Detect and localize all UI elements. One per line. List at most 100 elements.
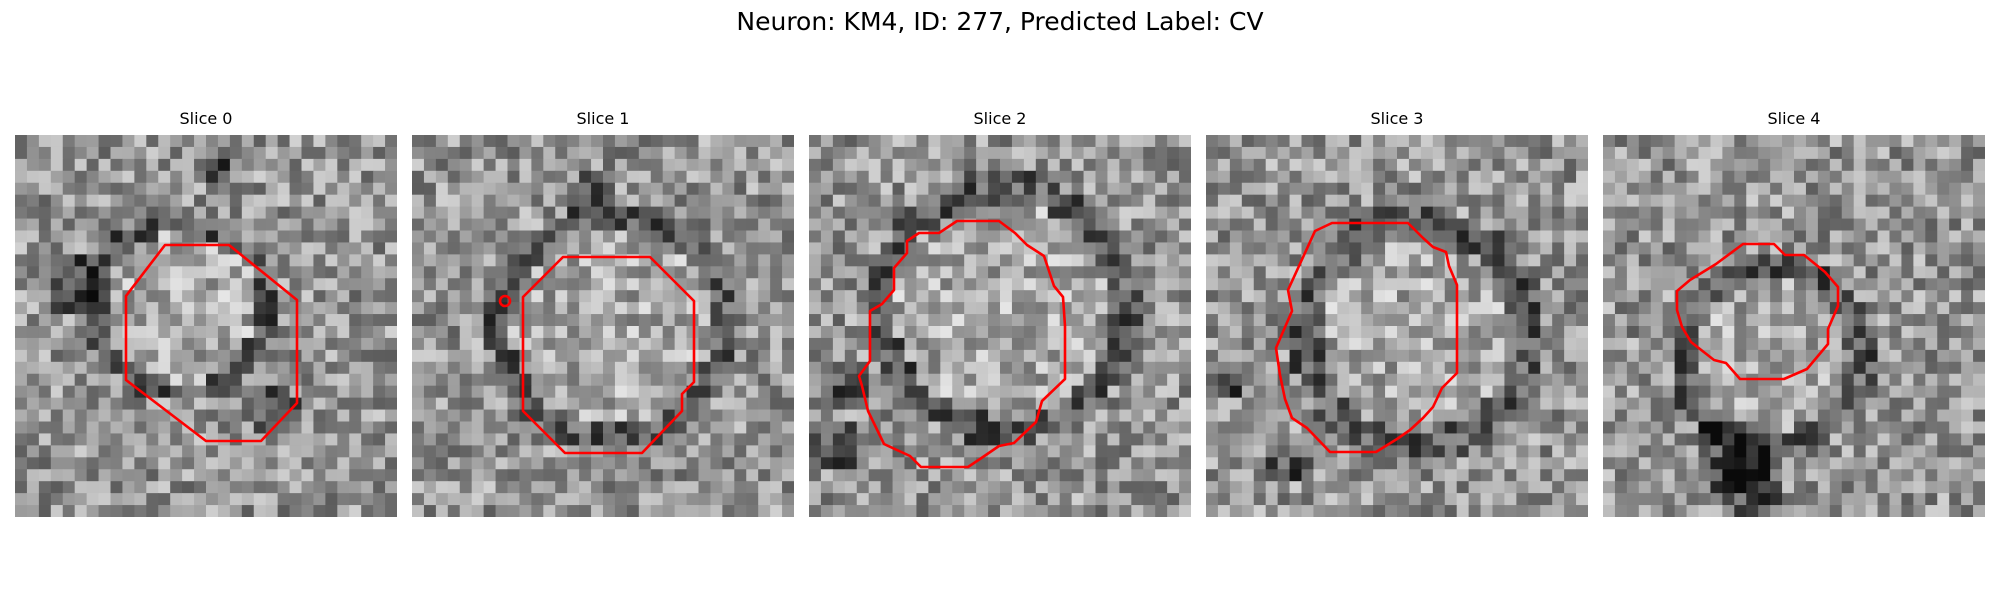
image-pixel — [265, 469, 279, 482]
image-pixel — [1229, 230, 1243, 243]
image-pixel — [758, 242, 771, 255]
image-pixel — [1229, 445, 1243, 458]
image-pixel — [1241, 266, 1255, 279]
image-pixel — [591, 385, 604, 399]
image-pixel — [1143, 421, 1156, 434]
image-pixel — [1650, 218, 1664, 231]
image-pixel — [1468, 182, 1481, 196]
image-pixel — [1444, 505, 1458, 517]
image-pixel — [1023, 194, 1037, 208]
image-pixel — [1289, 445, 1302, 458]
image-pixel — [1603, 314, 1616, 327]
image-pixel — [265, 385, 279, 399]
image-pixel — [579, 421, 592, 434]
image-pixel — [1794, 135, 1807, 148]
image-pixel — [74, 409, 88, 422]
image-pixel — [241, 194, 255, 208]
image-pixel — [1179, 326, 1191, 339]
image-pixel — [50, 385, 64, 399]
image-pixel — [1420, 218, 1434, 231]
image-pixel — [1770, 302, 1783, 315]
image-pixel — [1206, 469, 1219, 482]
image-pixel — [1734, 326, 1747, 339]
image-pixel — [412, 278, 425, 291]
image-pixel — [1626, 409, 1640, 422]
image-pixel — [662, 182, 676, 196]
image-pixel — [928, 135, 941, 148]
image-pixel — [206, 481, 219, 494]
image-pixel — [158, 373, 171, 387]
image-pixel — [650, 433, 664, 446]
image-pixel — [614, 397, 628, 410]
image-pixel — [1603, 242, 1616, 255]
image-pixel — [1241, 445, 1255, 458]
image-pixel — [1638, 349, 1652, 363]
image-pixel — [1468, 230, 1481, 243]
image-pixel — [1913, 254, 1926, 267]
image-pixel — [710, 194, 723, 208]
image-pixel — [217, 421, 231, 434]
image-pixel — [1734, 433, 1747, 446]
image-pixel — [1794, 278, 1807, 291]
image-pixel — [253, 445, 267, 458]
image-pixel — [194, 290, 207, 303]
image-pixel — [1961, 135, 1974, 148]
image-pixel — [38, 135, 52, 148]
image-pixel — [507, 326, 520, 339]
image-pixel — [253, 182, 267, 196]
image-pixel — [1841, 409, 1855, 422]
image-pixel — [1770, 170, 1783, 184]
image-pixel — [916, 206, 929, 219]
image-pixel — [543, 433, 556, 446]
image-pixel — [1662, 146, 1676, 160]
image-pixel — [591, 278, 604, 291]
image-pixel — [38, 373, 52, 387]
image-pixel — [928, 254, 941, 267]
image-pixel — [1698, 421, 1711, 434]
image-pixel — [782, 326, 794, 339]
image-pixel — [74, 385, 88, 399]
image-pixel — [1432, 326, 1446, 339]
image-pixel — [182, 409, 195, 422]
image-pixel — [531, 242, 544, 255]
image-pixel — [423, 135, 437, 148]
image-pixel — [146, 135, 159, 148]
image-pixel — [674, 206, 687, 219]
image-pixel — [170, 385, 183, 399]
image-pixel — [265, 433, 279, 446]
image-pixel — [483, 194, 496, 208]
image-pixel — [229, 493, 243, 506]
image-pixel — [820, 445, 834, 458]
image-pixel — [543, 230, 556, 243]
image-pixel — [1626, 254, 1640, 267]
image-pixel — [1710, 266, 1723, 279]
image-pixel — [1083, 146, 1096, 160]
image-pixel — [1206, 242, 1219, 255]
image-pixel — [820, 409, 834, 422]
image-pixel — [1000, 457, 1013, 470]
image-pixel — [122, 421, 135, 434]
image-pixel — [1059, 409, 1073, 422]
image-pixel — [820, 146, 834, 160]
image-pixel — [1143, 135, 1156, 148]
image-pixel — [50, 242, 64, 255]
image-pixel — [1217, 326, 1231, 339]
image-pixel — [710, 170, 723, 184]
image-pixel — [1889, 158, 1902, 172]
image-pixel — [1023, 349, 1037, 363]
image-pixel — [98, 505, 111, 517]
image-pixel — [1095, 445, 1108, 458]
image-pixel — [1432, 361, 1446, 375]
image-pixel — [722, 421, 735, 434]
image-pixel — [1119, 194, 1132, 208]
image-pixel — [1095, 481, 1108, 494]
image-pixel — [820, 242, 834, 255]
image-pixel — [940, 206, 953, 219]
image-pixel — [1817, 206, 1831, 219]
image-pixel — [976, 242, 989, 255]
image-pixel — [1552, 326, 1565, 339]
image-pixel — [1397, 254, 1410, 267]
image-pixel — [567, 373, 580, 387]
image-pixel — [1504, 385, 1517, 399]
image-pixel — [301, 135, 314, 148]
